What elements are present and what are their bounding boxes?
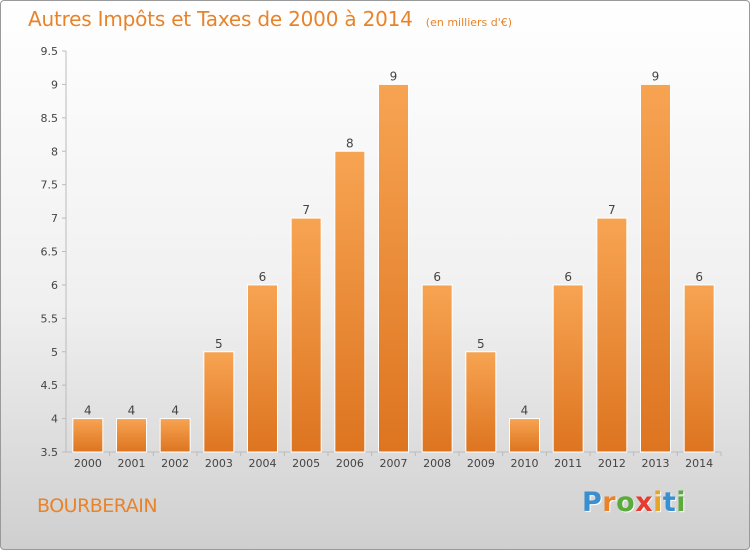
y-tick-label: 6: [51, 279, 58, 292]
y-tick-label: 9: [51, 78, 58, 91]
data-label: 8: [346, 136, 354, 150]
y-tick-label: 3.5: [41, 446, 59, 459]
data-label: 4: [128, 404, 136, 418]
town-name: BOURBERAIN: [37, 495, 157, 517]
bar: [335, 151, 365, 452]
y-tick-label: 4.5: [41, 379, 59, 392]
logo-letter: o: [616, 487, 635, 518]
data-label: 4: [84, 404, 92, 418]
x-tick-label: 2005: [292, 457, 320, 470]
x-tick-label: 2006: [336, 457, 364, 470]
data-label: 6: [695, 270, 703, 284]
x-tick-label: 2003: [205, 457, 233, 470]
x-tick-label: 2001: [118, 457, 146, 470]
proxiti-logo: Proxiti: [582, 487, 686, 518]
data-label: 6: [564, 270, 572, 284]
logo-letter: r: [602, 487, 616, 518]
bar: [248, 285, 278, 452]
y-tick-label: 4: [51, 413, 58, 426]
logo-letter: P: [582, 487, 602, 518]
logo-letter: x: [635, 487, 653, 518]
bar: [422, 285, 452, 452]
bar: [117, 419, 147, 452]
logo-letter: i: [653, 487, 663, 518]
bar: [597, 218, 627, 452]
bar: [160, 419, 190, 452]
bar: [684, 285, 714, 452]
bar: [204, 352, 234, 452]
bar: [73, 419, 103, 452]
x-tick-label: 2007: [380, 457, 408, 470]
y-tick-label: 5.5: [41, 312, 59, 325]
y-tick-label: 6.5: [41, 246, 59, 259]
x-tick-label: 2008: [423, 457, 451, 470]
y-tick-label: 8: [51, 145, 58, 158]
data-label: 6: [433, 270, 441, 284]
x-tick-label: 2013: [642, 457, 670, 470]
bar: [553, 285, 583, 452]
y-tick-label: 7.5: [41, 179, 59, 192]
logo-letter: t: [663, 487, 676, 518]
bar: [379, 84, 409, 452]
data-label: 7: [608, 203, 616, 217]
y-tick-label: 7: [51, 212, 58, 225]
x-tick-label: 2012: [598, 457, 626, 470]
data-label: 5: [215, 337, 223, 351]
data-label: 5: [477, 337, 485, 351]
bar: [641, 84, 671, 452]
y-tick-label: 5: [51, 346, 58, 359]
x-tick-label: 2004: [249, 457, 277, 470]
x-tick-label: 2010: [511, 457, 539, 470]
y-tick-label: 8.5: [41, 112, 59, 125]
y-tick-label: 9.5: [41, 45, 59, 58]
data-label: 9: [652, 69, 660, 83]
x-tick-label: 2011: [554, 457, 582, 470]
x-tick-label: 2000: [74, 457, 102, 470]
logo-letter: i: [676, 487, 686, 518]
x-tick-label: 2002: [161, 457, 189, 470]
data-label: 9: [390, 69, 398, 83]
data-label: 4: [521, 404, 529, 418]
bar: [510, 419, 540, 452]
bar: [466, 352, 496, 452]
x-tick-label: 2014: [685, 457, 713, 470]
x-tick-label: 2009: [467, 457, 495, 470]
data-label: 6: [259, 270, 267, 284]
data-label: 4: [171, 404, 179, 418]
data-label: 7: [302, 203, 310, 217]
bar: [291, 218, 321, 452]
